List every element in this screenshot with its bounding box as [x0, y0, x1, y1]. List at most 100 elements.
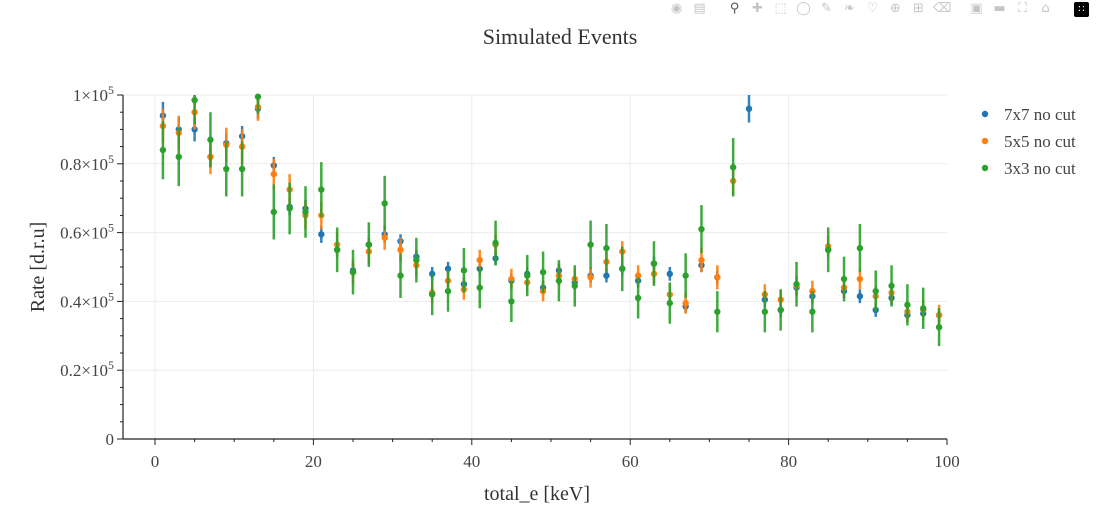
zoom-icon[interactable]: ⚲ — [729, 1, 740, 16]
data-point — [666, 270, 673, 278]
draw-circle-icon[interactable]: ⊕ — [890, 1, 901, 16]
axes — [122, 95, 947, 440]
data-point — [634, 272, 642, 279]
data-point — [444, 265, 452, 272]
data-point — [666, 299, 673, 307]
data-point — [840, 275, 848, 283]
camera-icon[interactable]: ◉ — [670, 1, 683, 16]
draw-path-icon[interactable]: ❧ — [844, 1, 855, 16]
data-point — [397, 246, 404, 253]
chart-title: Simulated Events — [483, 24, 638, 49]
legend-item[interactable]: 3x3 no cut — [981, 159, 1076, 178]
legend-marker — [981, 137, 989, 145]
data-point — [935, 324, 943, 331]
zoom-out-icon[interactable]: ▬ — [993, 1, 1006, 16]
data-point — [634, 294, 642, 302]
data-point — [270, 208, 277, 216]
data-point — [698, 256, 705, 264]
data-point — [761, 308, 769, 315]
data-point — [286, 205, 293, 212]
data-point — [650, 260, 658, 267]
data-point — [175, 153, 182, 161]
x-tick-label: 20 — [305, 452, 322, 471]
draw-rect-icon[interactable]: ⊞ — [913, 1, 924, 16]
pan-icon[interactable]: ✚ — [752, 1, 763, 16]
data-point — [413, 256, 420, 264]
data-point — [191, 96, 198, 104]
data-point — [872, 287, 879, 295]
data-point — [318, 186, 325, 193]
data-point — [302, 208, 309, 216]
lasso-select-icon[interactable]: ◯ — [796, 1, 811, 16]
save-icon[interactable]: ▤ — [693, 1, 706, 16]
data-point — [856, 293, 864, 300]
box-select-icon[interactable]: ⬚ — [774, 1, 787, 16]
zoom-in-icon[interactable]: ▣ — [970, 1, 983, 16]
plotly-logo-icon[interactable]: ∷ — [1074, 1, 1089, 17]
data-point — [587, 274, 594, 281]
data-point — [714, 308, 721, 315]
data-point — [555, 277, 563, 284]
y-tick-label: 0.4×105 — [60, 289, 114, 311]
x-tick-label: 80 — [780, 452, 797, 471]
y-tick-label: 0 — [106, 430, 115, 449]
data-point — [698, 225, 705, 233]
y-tick-label: 0.8×105 — [60, 152, 114, 174]
data-point — [539, 268, 547, 276]
x-tick-label: 40 — [463, 452, 480, 471]
data-point — [429, 291, 436, 298]
data-point — [809, 287, 816, 295]
erase-shape-icon[interactable]: ⌫ — [933, 1, 952, 16]
x-tick-label: 100 — [934, 452, 960, 471]
data-point — [492, 239, 499, 247]
data-point — [476, 284, 483, 291]
data-point — [524, 272, 531, 279]
series-7x7-no-cut — [159, 95, 943, 323]
data-point — [333, 246, 341, 253]
data-point — [571, 282, 578, 290]
data-point — [349, 268, 357, 276]
data-point — [207, 136, 214, 143]
data-point — [444, 287, 452, 295]
draw-line-icon[interactable]: ✎ — [821, 1, 832, 16]
ticks: 0 20 40 60 80 100 0 0.2×105 0.4×105 0.6×105 0.8×10… — [60, 83, 960, 471]
x-axis-title: total_e [keV] — [484, 483, 590, 505]
data-point — [381, 200, 388, 207]
plot-area[interactable] — [159, 93, 943, 347]
data-point — [888, 282, 895, 290]
data-point — [714, 274, 721, 281]
data-point — [159, 146, 167, 154]
legend-label: 5x5 no cut — [1004, 132, 1076, 151]
legend[interactable]: 7x7 no cut 5x5 no cut 3x3 no cut — [981, 105, 1076, 178]
data-point — [365, 241, 373, 248]
legend-label: 3x3 no cut — [1004, 159, 1076, 178]
y-tick-label: 0.2×105 — [60, 358, 114, 380]
data-point — [476, 256, 483, 264]
y-tick-label: 1×105 — [73, 83, 114, 105]
autoscale-icon[interactable]: ⛶ — [1017, 1, 1028, 16]
legend-marker — [981, 110, 989, 118]
reset-axes-icon[interactable]: ⌂ — [1041, 1, 1050, 16]
data-point — [809, 308, 816, 315]
series-3x3-no-cut — [159, 93, 943, 347]
data-point — [270, 170, 277, 178]
data-point — [587, 241, 594, 248]
modebar: ◉ ▤ ⚲ ✚ ⬚ ◯ ✎ ❧ ♡ ⊕ ⊞ ⌫ ▣ ▬ ⛶ ⌂ ∷ — [668, 0, 1089, 18]
gridlines — [123, 94, 947, 439]
data-point — [254, 93, 262, 100]
x-tick-label: 0 — [151, 452, 160, 471]
data-point — [603, 244, 610, 252]
legend-item[interactable]: 7x7 no cut — [981, 105, 1076, 124]
data-point — [777, 306, 784, 314]
data-point — [920, 305, 927, 312]
data-point — [682, 299, 689, 307]
draw-closed-path-icon[interactable]: ♡ — [866, 1, 879, 16]
data-point — [904, 301, 911, 309]
data-point — [619, 265, 626, 272]
legend-label: 7x7 no cut — [1004, 105, 1076, 124]
data-point — [223, 165, 230, 173]
data-point — [856, 275, 864, 283]
legend-item[interactable]: 5x5 no cut — [981, 132, 1076, 151]
data-point — [460, 267, 468, 274]
